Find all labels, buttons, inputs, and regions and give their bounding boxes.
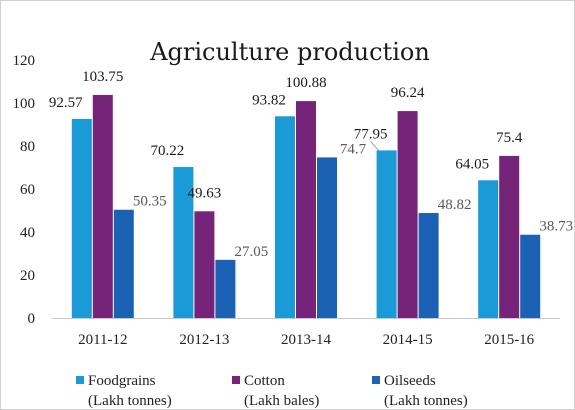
bar-foodgrains-2014-15 — [376, 150, 397, 318]
value-label: 93.82 — [252, 92, 286, 108]
value-label: 92.57 — [49, 95, 83, 111]
chart-title: Agriculture production — [149, 38, 430, 66]
legend-label: Foodgrains — [88, 373, 156, 389]
legend-swatch-cotton — [232, 376, 240, 384]
legend: Foodgrains (Lakh tonnes) Cotton (Lakh bales… — [76, 373, 468, 409]
value-label: 103.75 — [82, 69, 123, 85]
bar-oilseeds-2012-13 — [215, 259, 236, 318]
bar-oilseeds-2011-12 — [113, 209, 134, 318]
y-tick-label: 40 — [20, 225, 35, 241]
legend-swatch-foodgrains — [76, 376, 84, 384]
y-tick-label: 100 — [13, 96, 36, 112]
bar-oilseeds-2013-14 — [317, 157, 337, 318]
legend-unit-label: (Lakh tonnes) — [384, 393, 468, 409]
y-axis: 0 20 40 60 80 100 120 — [13, 53, 36, 327]
bar-oilseeds-2014-15 — [418, 213, 439, 318]
x-tick-label: 2015-16 — [484, 332, 534, 348]
leader-line — [370, 141, 379, 151]
legend-unit-label: (Lakh bales) — [244, 393, 319, 409]
x-tick-label: 2014-15 — [383, 332, 433, 348]
bar-foodgrains-2013-14 — [275, 116, 295, 318]
legend-unit-label: (Lakh tonnes) — [88, 393, 172, 409]
y-tick-label: 0 — [28, 311, 36, 327]
bar-foodgrains-2015-16 — [478, 180, 499, 318]
value-label: 64.05 — [455, 156, 489, 172]
value-label: 70.22 — [151, 143, 185, 159]
value-label: 49.63 — [188, 185, 222, 201]
legend-label: Cotton — [244, 373, 285, 389]
x-axis: 2011-12 2012-13 2013-14 2014-15 2015-16 — [52, 318, 560, 348]
x-tick-label: 2013-14 — [281, 332, 331, 348]
value-label: 27.05 — [235, 244, 269, 260]
bar-cotton-2011-12 — [92, 94, 113, 318]
legend-swatch-oilseeds — [372, 376, 380, 384]
bar-cotton-2015-16 — [499, 155, 520, 318]
y-tick-label: 120 — [13, 53, 36, 69]
value-label: 75.4 — [496, 130, 523, 146]
bar-cotton-2013-14 — [296, 101, 316, 318]
value-label: 50.35 — [133, 194, 167, 210]
bar-foodgrains-2012-13 — [173, 167, 194, 318]
y-tick-label: 20 — [20, 268, 35, 284]
value-label: 38.73 — [539, 219, 573, 235]
value-label: 77.95 — [354, 126, 388, 142]
value-labels-group: 92.57 103.75 50.35 70.22 49.63 27.05 93.82100.… — [49, 69, 573, 260]
legend-label: Oilseeds — [384, 373, 436, 389]
x-tick-label: 2012-13 — [179, 332, 229, 348]
value-label: 100.88 — [285, 75, 326, 91]
bars-group — [71, 94, 541, 318]
value-label: 74.7 — [340, 141, 367, 157]
value-label: 48.82 — [438, 197, 472, 213]
bar-oilseeds-2015-16 — [520, 234, 541, 318]
x-tick-label: 2011-12 — [78, 332, 127, 348]
bar-cotton-2012-13 — [194, 211, 215, 318]
value-label: 96.24 — [391, 85, 425, 101]
y-tick-label: 60 — [20, 182, 35, 198]
bar-foodgrains-2011-12 — [71, 118, 92, 318]
y-tick-label: 80 — [20, 139, 35, 155]
bar-cotton-2014-15 — [397, 111, 418, 318]
